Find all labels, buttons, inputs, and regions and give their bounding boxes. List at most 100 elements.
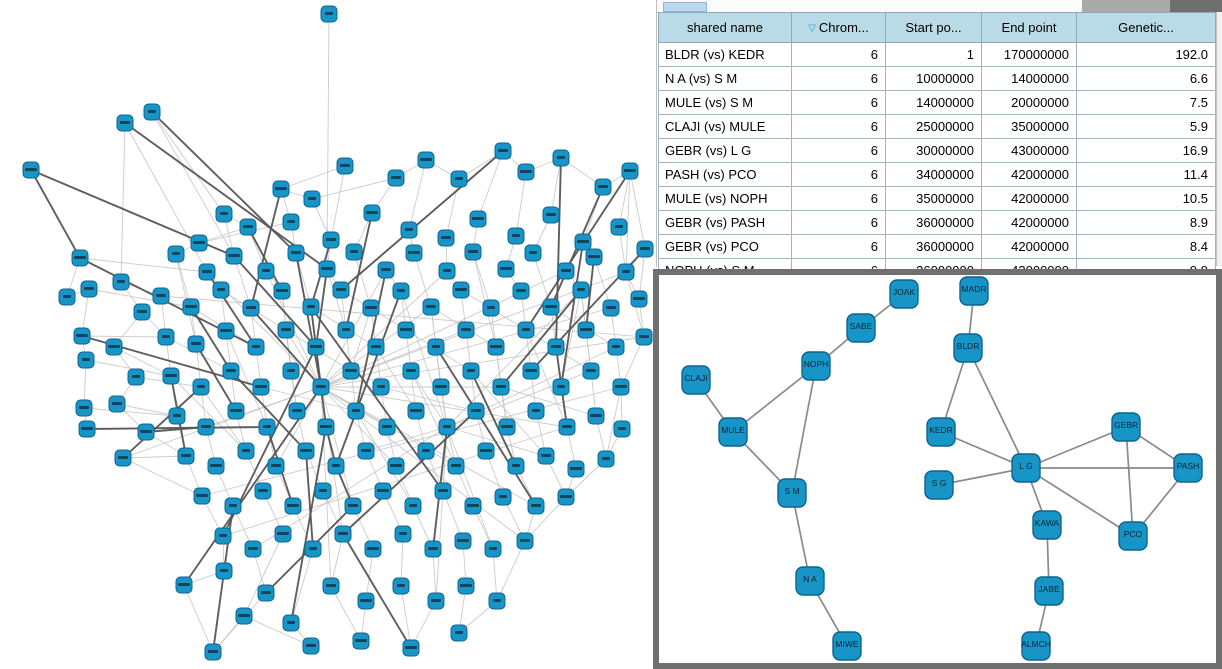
scrollbar-thumb[interactable]: [663, 2, 707, 12]
graph-node[interactable]: [432, 378, 450, 396]
graph-node[interactable]: [337, 321, 355, 339]
graph-node[interactable]: [438, 418, 456, 436]
graph-node[interactable]: [282, 213, 300, 231]
graph-node[interactable]: [274, 525, 292, 543]
graph-node[interactable]: KAWA: [1032, 510, 1062, 540]
graph-node[interactable]: MULE: [718, 417, 748, 447]
graph-node[interactable]: [75, 399, 93, 417]
graph-node[interactable]: [282, 362, 300, 380]
column-header[interactable]: End point: [981, 12, 1077, 43]
graph-node[interactable]: [244, 540, 262, 558]
graph-node[interactable]: [424, 540, 442, 558]
graph-node[interactable]: [377, 261, 395, 279]
graph-node[interactable]: [464, 497, 482, 515]
graph-node[interactable]: [312, 378, 330, 396]
graph-node[interactable]: [427, 592, 445, 610]
graph-node[interactable]: [434, 482, 452, 500]
column-header[interactable]: shared name: [658, 12, 792, 43]
graph-node[interactable]: N A: [795, 566, 825, 596]
graph-node[interactable]: [610, 218, 628, 236]
graph-node[interactable]: [318, 260, 336, 278]
graph-node[interactable]: ALMCH: [1021, 631, 1051, 661]
graph-node[interactable]: [558, 418, 576, 436]
table-row[interactable]: BLDR (vs) KEDR 6 1 170000000 192.0: [658, 42, 1216, 67]
graph-node[interactable]: MIWE: [832, 631, 862, 661]
graph-node[interactable]: [363, 204, 381, 222]
graph-node[interactable]: [542, 206, 560, 224]
graph-node[interactable]: [552, 378, 570, 396]
graph-node[interactable]: [488, 592, 506, 610]
graph-node[interactable]: [422, 298, 440, 316]
graph-node[interactable]: [152, 287, 170, 305]
graph-node[interactable]: [303, 190, 321, 208]
graph-node[interactable]: [272, 180, 290, 198]
graph-node[interactable]: [192, 378, 210, 396]
graph-node[interactable]: [450, 170, 468, 188]
graph-node[interactable]: [574, 233, 592, 251]
graph-node[interactable]: [417, 442, 435, 460]
graph-node[interactable]: [594, 178, 612, 196]
graph-node[interactable]: S M: [777, 478, 807, 508]
graph-node[interactable]: L G: [1011, 453, 1041, 483]
graph-node[interactable]: JOAK: [889, 279, 919, 309]
table-row[interactable]: N A (vs) S M 6 10000000 14000000 6.6: [658, 66, 1216, 91]
graph-node[interactable]: CLAJI: [681, 365, 711, 395]
graph-node[interactable]: [621, 162, 639, 180]
graph-node[interactable]: [630, 290, 648, 308]
column-filter-icon[interactable]: ▽: [808, 23, 816, 34]
graph-node[interactable]: [507, 227, 525, 245]
graph-node[interactable]: [582, 362, 600, 380]
graph-node[interactable]: [400, 221, 418, 239]
graph-node[interactable]: [507, 457, 525, 475]
graph-node[interactable]: [482, 299, 500, 317]
graph-node[interactable]: [347, 402, 365, 420]
graph-node[interactable]: [167, 245, 185, 263]
graph-node[interactable]: [112, 273, 130, 291]
graph-node[interactable]: [394, 525, 412, 543]
graph-node[interactable]: [22, 161, 40, 179]
graph-node[interactable]: [452, 281, 470, 299]
graph-node[interactable]: [288, 402, 306, 420]
graph-node[interactable]: [387, 457, 405, 475]
graph-node[interactable]: [357, 442, 375, 460]
column-header[interactable]: Genetic...: [1076, 12, 1216, 43]
graph-node[interactable]: [252, 378, 270, 396]
graph-node[interactable]: [227, 402, 245, 420]
graph-node[interactable]: [254, 482, 272, 500]
graph-node[interactable]: [457, 577, 475, 595]
graph-node[interactable]: [217, 322, 235, 340]
column-header[interactable]: Start po...: [885, 12, 982, 43]
graph-node[interactable]: [402, 362, 420, 380]
table-row[interactable]: PASH (vs) PCO 6 34000000 42000000 11.4: [658, 162, 1216, 187]
graph-node[interactable]: [187, 335, 205, 353]
graph-node[interactable]: [516, 532, 534, 550]
graph-node[interactable]: [334, 525, 352, 543]
graph-node[interactable]: [215, 205, 233, 223]
graph-node[interactable]: [517, 163, 535, 181]
graph-node[interactable]: [392, 577, 410, 595]
graph-node[interactable]: [602, 299, 620, 317]
table-row[interactable]: GEBR (vs) L G 6 30000000 43000000 16.9: [658, 138, 1216, 163]
graph-node[interactable]: [450, 624, 468, 642]
main-network-view[interactable]: [0, 0, 655, 669]
graph-node[interactable]: [587, 407, 605, 425]
graph-node[interactable]: [284, 497, 302, 515]
graph-node[interactable]: [397, 321, 415, 339]
graph-node[interactable]: [267, 457, 285, 475]
graph-node[interactable]: [193, 487, 211, 505]
graph-node[interactable]: S G: [924, 470, 954, 500]
graph-node[interactable]: [225, 247, 243, 265]
graph-node[interactable]: [277, 321, 295, 339]
graph-node[interactable]: [302, 637, 320, 655]
graph-node[interactable]: [127, 368, 145, 386]
graph-node[interactable]: BLDR: [953, 333, 983, 363]
graph-node[interactable]: [524, 244, 542, 262]
graph-node[interactable]: [387, 169, 405, 187]
graph-node[interactable]: [552, 149, 570, 167]
graph-node[interactable]: [372, 378, 390, 396]
graph-node[interactable]: KEDR: [926, 417, 956, 447]
graph-node[interactable]: [116, 114, 134, 132]
table-row[interactable]: MULE (vs) NOPH 6 35000000 42000000 10.5: [658, 186, 1216, 211]
graph-node[interactable]: NOPH: [801, 351, 831, 381]
graph-node[interactable]: [344, 497, 362, 515]
